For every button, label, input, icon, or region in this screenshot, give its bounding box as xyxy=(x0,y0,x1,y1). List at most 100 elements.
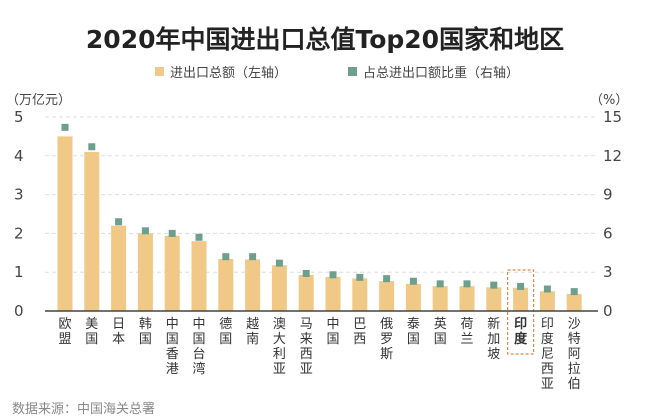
bar xyxy=(57,136,73,311)
category-label-char: 印 xyxy=(541,317,554,332)
category-label-char: 度 xyxy=(541,331,554,347)
category-label-char: 马 xyxy=(300,317,313,332)
bar xyxy=(566,293,582,311)
legend-swatch-bar xyxy=(155,67,164,76)
category-label-char: 俄 xyxy=(380,317,393,332)
category-label-char: 来 xyxy=(300,332,313,347)
category-label-char: 国 xyxy=(434,332,447,347)
category-label-char: 德 xyxy=(219,317,232,332)
share-marker xyxy=(88,143,96,151)
share-marker xyxy=(570,288,578,296)
category-label-char: 越 xyxy=(246,317,259,332)
chart-title: 2020年中国进出口总值Top20国家和地区 xyxy=(85,25,565,54)
bar xyxy=(325,276,341,311)
category-label-char: 澳 xyxy=(273,316,286,332)
category-label-char: 中 xyxy=(166,317,179,332)
category-label-char: 亚 xyxy=(300,362,313,377)
bar xyxy=(405,283,421,311)
left-axis-unit: （万亿元） xyxy=(6,93,72,108)
left-tick-label: 4 xyxy=(14,147,24,165)
category-label-char: 日 xyxy=(112,317,125,332)
category-label-char: 国 xyxy=(326,332,339,347)
category-label-char: 盟 xyxy=(58,332,71,347)
category-label-char: 国 xyxy=(139,332,152,347)
bar xyxy=(352,278,368,311)
share-marker xyxy=(115,218,123,226)
share-marker xyxy=(222,253,230,261)
left-tick-label: 2 xyxy=(14,224,24,242)
right-tick-label: 3 xyxy=(603,263,613,281)
category-label-char: 美 xyxy=(85,317,98,332)
category-label-char: 台 xyxy=(192,347,205,362)
share-marker xyxy=(195,233,203,241)
legend-item-bar: 进出口总额（左轴） xyxy=(155,62,287,81)
category-label-char: 坡 xyxy=(487,347,500,362)
category-label-char: 国 xyxy=(219,332,232,347)
category-label-char: 南 xyxy=(246,331,259,347)
category-label-char: 兰 xyxy=(460,332,473,347)
category-label-char: 国 xyxy=(166,332,179,347)
category-label-char: 泰 xyxy=(407,317,420,332)
category-label-char: 度 xyxy=(514,331,528,347)
right-tick-label: 12 xyxy=(603,147,622,165)
category-label-char: 欧 xyxy=(58,317,71,332)
bar xyxy=(298,274,314,311)
legend-label: 进出口总额（左轴） xyxy=(170,66,288,81)
bar xyxy=(164,235,180,311)
share-marker xyxy=(463,280,471,288)
legend-swatch-marker xyxy=(348,67,357,76)
category-label-char: 香 xyxy=(166,347,179,362)
category-label-char: 加 xyxy=(487,332,500,347)
category-label-char: 尼 xyxy=(541,347,554,362)
category-label-char: 特 xyxy=(568,332,581,347)
category-label-char: 利 xyxy=(273,347,286,362)
share-marker xyxy=(383,275,391,283)
legend-label: 占总进出口额比重（右轴） xyxy=(363,66,520,81)
bar xyxy=(218,259,234,311)
bar xyxy=(513,287,529,311)
right-tick-label: 9 xyxy=(603,186,613,204)
right-tick-label: 15 xyxy=(603,108,622,126)
share-marker xyxy=(302,269,310,277)
bar xyxy=(84,151,100,311)
category-label-char: 国 xyxy=(85,332,98,347)
category-label-char: 亚 xyxy=(273,362,286,377)
category-label-char: 西 xyxy=(541,362,554,377)
share-marker xyxy=(436,280,444,288)
category-label-char: 西 xyxy=(300,347,313,362)
share-marker xyxy=(517,282,525,290)
category-label-char: 湾 xyxy=(192,361,205,377)
category-label-char: 阿 xyxy=(568,347,581,362)
left-tick-label: 1 xyxy=(14,263,24,281)
share-marker xyxy=(141,227,149,235)
category-label-char: 韩 xyxy=(139,317,152,332)
bar xyxy=(432,286,448,311)
left-tick-label: 3 xyxy=(14,186,24,204)
category-label-char: 国 xyxy=(192,332,205,347)
category-label-char: 巴 xyxy=(353,317,366,332)
category-label-char: 西 xyxy=(353,332,366,347)
data-source: 数据来源：中国海关总署 xyxy=(12,402,156,417)
bar xyxy=(486,287,502,311)
category-label-char: 荷 xyxy=(460,317,473,332)
share-marker xyxy=(356,273,364,281)
category-label-char: 大 xyxy=(273,332,286,347)
category-label-char: 新 xyxy=(487,316,500,332)
category-label-char: 中 xyxy=(326,317,339,332)
category-label-char: 英 xyxy=(434,317,447,332)
share-marker xyxy=(249,253,257,261)
legend-item-marker: 占总进出口额比重（右轴） xyxy=(348,62,519,81)
bar xyxy=(379,281,395,311)
highlight-box xyxy=(507,269,535,355)
share-marker xyxy=(275,259,283,267)
share-marker xyxy=(409,277,417,285)
category-label-char: 中 xyxy=(192,317,205,332)
category-label-char: 伯 xyxy=(568,377,581,392)
category-label-char: 斯 xyxy=(380,347,393,362)
category-label-char: 沙 xyxy=(568,317,581,332)
category-label-char: 拉 xyxy=(568,362,581,377)
right-tick-label: 0 xyxy=(603,302,613,320)
bar xyxy=(245,259,261,311)
bar xyxy=(137,233,153,311)
